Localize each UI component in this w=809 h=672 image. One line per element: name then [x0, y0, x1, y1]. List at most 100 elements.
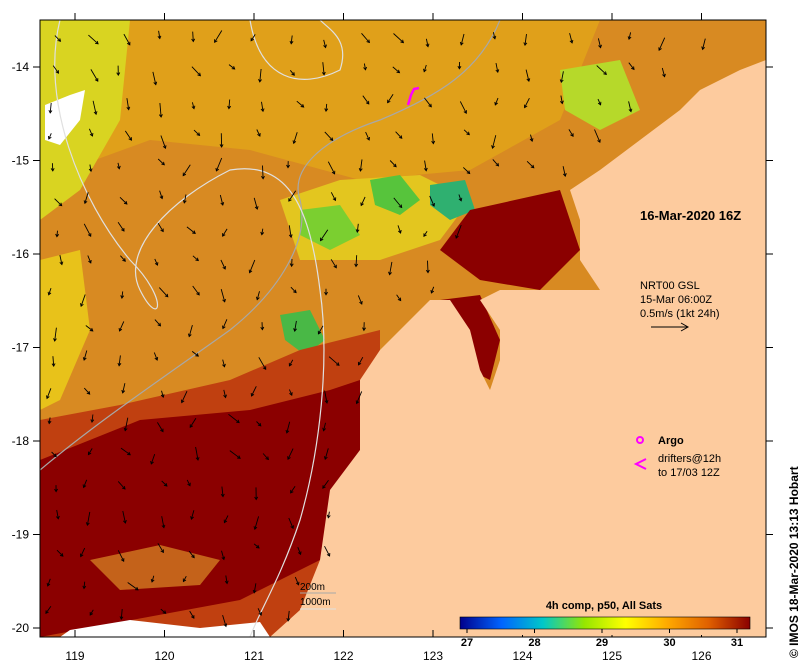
current-arrow-head: [219, 144, 224, 148]
current-arrow: [492, 135, 497, 149]
current-arrow: [492, 32, 496, 39]
current-arrow-head: [162, 145, 167, 150]
current-arrow-head: [55, 233, 60, 238]
current-arrow-head: [363, 66, 368, 71]
current-arrow: [83, 581, 86, 589]
current-arrow: [628, 32, 632, 40]
current-arrow-head: [321, 71, 326, 76]
current-arrow: [262, 165, 264, 179]
colorbar-tick-label: 27: [461, 637, 473, 649]
current-arrow: [597, 98, 602, 105]
current-arrow: [153, 352, 158, 361]
current-arrow: [363, 63, 366, 70]
current-arrow-head: [300, 103, 305, 108]
current-arrow-head: [89, 327, 94, 332]
current-arrow-head: [359, 300, 363, 305]
current-arrow-head: [250, 392, 255, 397]
colorbar: [459, 616, 751, 630]
current-arrow: [221, 486, 224, 497]
current-arrow: [358, 356, 364, 366]
current-arrow: [596, 65, 607, 75]
current-arrow-head: [529, 138, 534, 142]
current-arrow-head: [495, 162, 500, 167]
current-arrow: [330, 259, 337, 268]
current-arrow-head: [220, 202, 225, 206]
current-arrow-head: [324, 291, 328, 296]
current-arrow-head: [332, 197, 337, 202]
contour-200m: [40, 20, 501, 471]
current-arrow: [355, 255, 358, 267]
current-arrow: [322, 62, 325, 75]
current-arrow-head: [260, 231, 265, 236]
argo-label: Argo: [658, 435, 684, 447]
ocean-green-patch-4: [280, 310, 325, 355]
current-arrow: [160, 608, 166, 614]
current-arrow: [126, 98, 130, 110]
current-arrow-head: [162, 610, 167, 614]
current-arrow-head: [121, 227, 125, 232]
current-arrow: [56, 549, 64, 557]
current-arrow-head: [182, 172, 187, 177]
ocean-green-patch-3: [300, 205, 360, 250]
current-arrow-head: [258, 79, 262, 83]
current-arrow-head: [79, 553, 84, 558]
current-arrow: [188, 550, 195, 558]
current-arrow-head: [398, 229, 402, 234]
current-arrow: [424, 97, 432, 108]
current-arrow: [54, 327, 57, 342]
current-arrow-head: [82, 585, 87, 590]
current-arrow: [526, 160, 535, 169]
y-tick-label: -18: [12, 434, 30, 448]
current-arrow-head: [195, 257, 199, 262]
current-arrow: [192, 285, 200, 296]
current-arrow-head: [598, 44, 602, 49]
coast-strip: [60, 620, 270, 637]
current-arrow: [157, 543, 164, 553]
current-arrow: [289, 70, 295, 76]
current-arrow-head: [265, 456, 269, 461]
current-arrow-head: [222, 325, 226, 330]
current-arrow-head: [287, 456, 291, 460]
current-arrow: [320, 229, 329, 241]
current-arrow: [88, 34, 99, 45]
current-arrow-head: [47, 420, 52, 425]
current-arrow-head: [362, 327, 366, 332]
current-arrow: [52, 356, 55, 367]
current-arrow-head: [189, 424, 194, 429]
current-arrow: [221, 550, 225, 560]
current-arrow: [253, 543, 260, 549]
current-arrow-head: [466, 170, 471, 175]
current-arrow-head: [559, 100, 564, 105]
current-arrow-head: [221, 556, 226, 561]
current-arrow-head: [425, 269, 430, 274]
current-arrow: [392, 66, 400, 74]
current-arrow: [123, 33, 131, 46]
current-arrow: [161, 516, 165, 528]
current-arrow-head: [423, 167, 428, 172]
current-arrow-head: [562, 173, 567, 177]
current-arrow: [192, 255, 199, 261]
current-arrow: [222, 614, 227, 627]
current-arrow-head: [180, 399, 185, 404]
current-arrow: [253, 197, 258, 210]
current-arrow: [183, 194, 187, 203]
current-arrow: [220, 288, 226, 302]
current-arrow-head: [154, 356, 159, 361]
current-arrow-head: [191, 554, 195, 559]
current-arrow-head: [87, 233, 92, 237]
current-arrow-head: [627, 36, 632, 41]
current-arrow: [191, 66, 201, 77]
current-arrow: [702, 38, 706, 50]
current-arrow: [288, 225, 292, 238]
current-arrow: [286, 421, 291, 434]
current-arrow: [325, 103, 328, 112]
current-arrow-head: [192, 230, 196, 234]
current-arrow-head: [320, 237, 324, 242]
argo-track: [406, 86, 420, 106]
current-arrow: [425, 38, 429, 47]
current-arrow: [424, 160, 427, 171]
current-arrow-head: [150, 578, 155, 583]
current-arrow-head: [290, 489, 294, 494]
ocean-green-patch-5: [560, 60, 640, 130]
current-arrow-head: [82, 357, 87, 361]
